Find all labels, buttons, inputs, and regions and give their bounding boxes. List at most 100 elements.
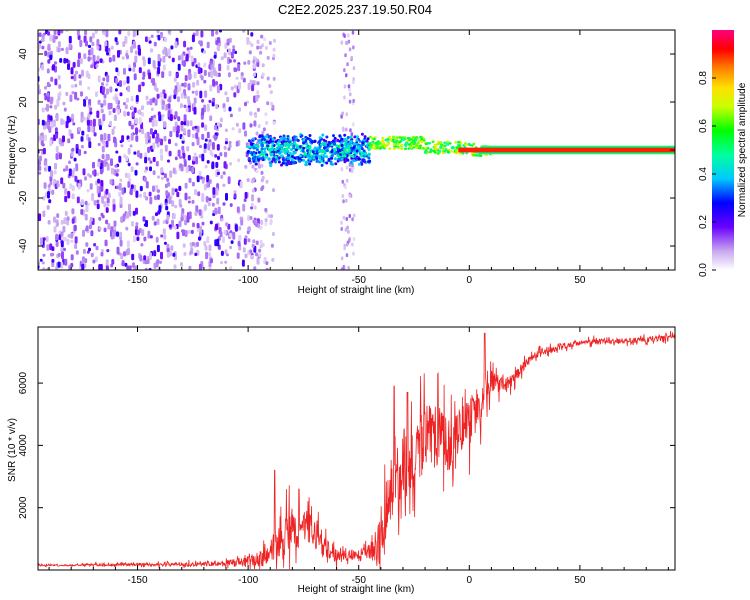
heatmap-cell — [111, 259, 115, 265]
heatmap-cell — [94, 256, 98, 263]
heatmap-cell — [91, 32, 95, 39]
colorbar-label: Normalized spectral amplitude — [737, 82, 748, 217]
heatmap-cell — [135, 222, 139, 226]
heatmap-cell — [162, 49, 166, 55]
heatmap-cell — [220, 261, 223, 265]
heatmap-cell — [87, 125, 91, 133]
heatmap-cell — [39, 155, 42, 162]
heatmap-cell — [71, 185, 75, 192]
heatmap-cell — [91, 193, 95, 201]
heatmap-cell — [54, 61, 57, 65]
heatmap-cell — [270, 147, 274, 151]
heatmap-cell — [227, 176, 231, 185]
heatmap-cell — [87, 113, 91, 119]
heatmap-cell — [134, 50, 138, 55]
heatmap-cell — [160, 138, 163, 146]
heatmap-cell — [346, 136, 350, 139]
heatmap-cell — [243, 61, 247, 65]
heatmap-cell — [57, 75, 61, 80]
heatmap-cell — [220, 56, 224, 61]
heatmap-cell — [457, 140, 461, 144]
heatmap-cell — [44, 50, 48, 57]
heatmap-cell — [63, 218, 67, 225]
heatmap-cell — [238, 81, 242, 90]
heatmap-cell — [185, 53, 189, 62]
heatmap-cell — [347, 266, 350, 270]
heatmap-cell — [47, 184, 51, 188]
heatmap-cell — [255, 223, 259, 228]
heatmap-cell — [106, 249, 110, 253]
heatmap-cell — [351, 242, 354, 247]
heatmap-cell — [308, 138, 312, 142]
heatmap-cell — [189, 242, 193, 246]
heatmap-cell — [352, 251, 355, 256]
heatmap-cell — [205, 196, 209, 203]
heatmap-cell — [179, 163, 183, 169]
heatmap-cell — [209, 60, 213, 65]
heatmap-cell — [196, 79, 200, 86]
heatmap-cell — [261, 242, 265, 247]
heatmap-cell — [196, 226, 200, 233]
heatmap-cell — [183, 214, 187, 220]
heatmap-cell — [141, 112, 145, 117]
heatmap-cell — [177, 55, 181, 61]
heatmap-cell — [78, 80, 82, 86]
heatmap-cell — [92, 161, 95, 169]
heatmap-cell — [101, 195, 105, 204]
heatmap-cell — [49, 98, 53, 105]
heatmap-cell — [73, 157, 77, 162]
heatmap-cell — [86, 250, 90, 254]
heatmap-cell — [70, 75, 74, 80]
heatmap-cell — [206, 236, 210, 244]
heatmap-cell — [50, 252, 53, 257]
heatmap-cell — [216, 122, 220, 127]
heatmap-cell — [141, 128, 145, 135]
heatmap-cell — [401, 138, 405, 141]
heatmap-cell — [162, 220, 166, 224]
heatmap-cell — [340, 167, 344, 172]
heatmap-cell — [83, 150, 87, 155]
heatmap-cell — [190, 229, 194, 234]
heatmap-cell — [70, 133, 74, 140]
heatmap-cell — [114, 164, 118, 168]
heatmap-cell — [86, 189, 90, 193]
heatmap-cell — [220, 174, 224, 180]
heatmap-cell — [82, 229, 85, 237]
heatmap-cell — [381, 139, 385, 142]
heatmap-cell — [93, 243, 97, 247]
heatmap-cell — [81, 263, 85, 270]
heatmap-cell — [249, 249, 253, 254]
heatmap-cell — [350, 169, 354, 174]
heatmap-cell — [216, 197, 220, 205]
heatmap-cell — [264, 46, 268, 50]
spectrogram-cells — [38, 30, 675, 270]
heatmap-cell — [109, 120, 112, 127]
heatmap-cell — [78, 149, 82, 156]
heatmap-cell — [208, 141, 212, 147]
heatmap-cell — [475, 154, 479, 157]
heatmap-cell — [297, 156, 301, 160]
heatmap-cell — [278, 151, 282, 155]
heatmap-cell — [74, 83, 78, 88]
heatmap-cell — [224, 91, 228, 96]
heatmap-cell — [313, 139, 317, 143]
heatmap-cell — [356, 145, 360, 149]
heatmap-cell — [229, 162, 233, 166]
heatmap-cell — [464, 143, 468, 147]
heatmap-cell — [176, 231, 180, 240]
heatmap-cell — [163, 241, 167, 245]
heatmap-cell — [88, 141, 92, 149]
heatmap-cell — [70, 117, 74, 123]
heatmap-cell — [359, 144, 363, 148]
heatmap-cell — [352, 213, 356, 218]
heatmap-cell — [72, 167, 76, 173]
heatmap-cell — [174, 142, 178, 147]
heatmap-cell — [261, 63, 265, 68]
heatmap-cell — [330, 150, 334, 154]
heatmap-cell — [167, 48, 171, 56]
heatmap-cell — [157, 66, 161, 75]
heatmap-cell — [198, 263, 202, 270]
heatmap-cell — [319, 159, 323, 163]
heatmap-cell — [336, 147, 340, 151]
heatmap-cell — [71, 170, 75, 178]
